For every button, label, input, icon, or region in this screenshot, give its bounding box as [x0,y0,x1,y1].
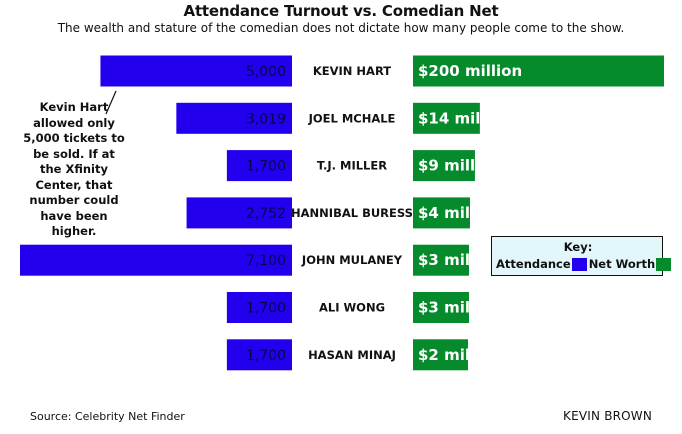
legend-title: Key: [563,240,593,254]
source-credit: Source: Celebrity Net Finder [30,410,185,423]
attendance-label-t-j-miller: 1,700 [246,159,286,175]
attendance-bar-hannibal-buress [186,197,292,229]
net-worth-bar-t-j-miller [413,150,475,182]
attendance-label-hasan-minaj: 1,700 [246,348,286,364]
net-worth-label-hannibal-buress: $4 mil [418,204,470,222]
net-worth-label-t-j-miller: $9 million [418,157,501,175]
net-worth-bar-ali-wong [413,292,469,323]
net-worth-label-joel-mchale: $14 million [418,109,512,127]
attendance-bar-hasan-minaj [226,339,292,371]
attendance-label-john-mulaney: 7,100 [246,253,286,269]
legend: Key: Attendance Net Worth [491,236,672,276]
legend-net-worth-swatch [656,257,672,271]
attendance-bar-t-j-miller [226,150,292,182]
attendance-label-ali-wong: 1,700 [246,301,286,317]
author-credit: KEVIN BROWN [563,409,653,423]
legend-attendance-label: Attendance [496,257,571,271]
net-worth-bar-kevin-hart [413,55,664,87]
net-worth-label-john-mulaney: $3 mil [418,251,470,269]
comedian-name-t-j-miller: T.J. MILLER [317,159,387,173]
comedian-name-kevin-hart: KEVIN HART [313,64,391,78]
legend-row: Attendance Net Worth [496,257,673,271]
net-worth-bar-john-mulaney [413,244,469,276]
attendance-bar-kevin-hart [100,55,292,87]
attendance-label-kevin-hart: 5,000 [246,64,286,80]
attendance-label-hannibal-buress: 2,752 [246,206,286,222]
net-worth-bar-joel-mchale [413,102,480,134]
attendance-bar-joel-mchale [176,102,292,134]
kevin-hart-annotation: Kevin Hart allowed only 5,000 tickets to… [23,100,125,238]
comedian-name-john-mulaney: JOHN MULANEY [301,253,403,267]
annotation-leader-line [105,90,117,115]
attendance-bar-ali-wong [226,292,292,323]
comedian-name-joel-mchale: JOEL MCHALE [308,111,396,125]
comedian-name-ali-wong: ALI WONG [319,301,385,315]
net-worth-bar-hasan-minaj [413,339,468,371]
comedian-name-hasan-minaj: HASAN MINAJ [308,348,396,362]
attendance-label-joel-mchale: 3,019 [246,111,286,127]
legend-attendance-swatch [571,257,587,271]
legend-net-worth-label: Net Worth [588,257,656,271]
net-worth-label-kevin-hart: $200 million [418,62,522,80]
attendance-bar-john-mulaney [20,244,292,276]
chart-title: Attendance Turnout vs. Comedian Net [183,2,499,20]
net-worth-bar-hannibal-buress [413,197,470,229]
chart-subtitle: The wealth and stature of the comedian d… [57,21,625,35]
net-worth-label-ali-wong: $3 mil [418,299,470,317]
comedian-name-hannibal-buress: HANNIBAL BURESS [291,206,413,220]
net-worth-label-hasan-minaj: $2 mil [418,346,470,364]
